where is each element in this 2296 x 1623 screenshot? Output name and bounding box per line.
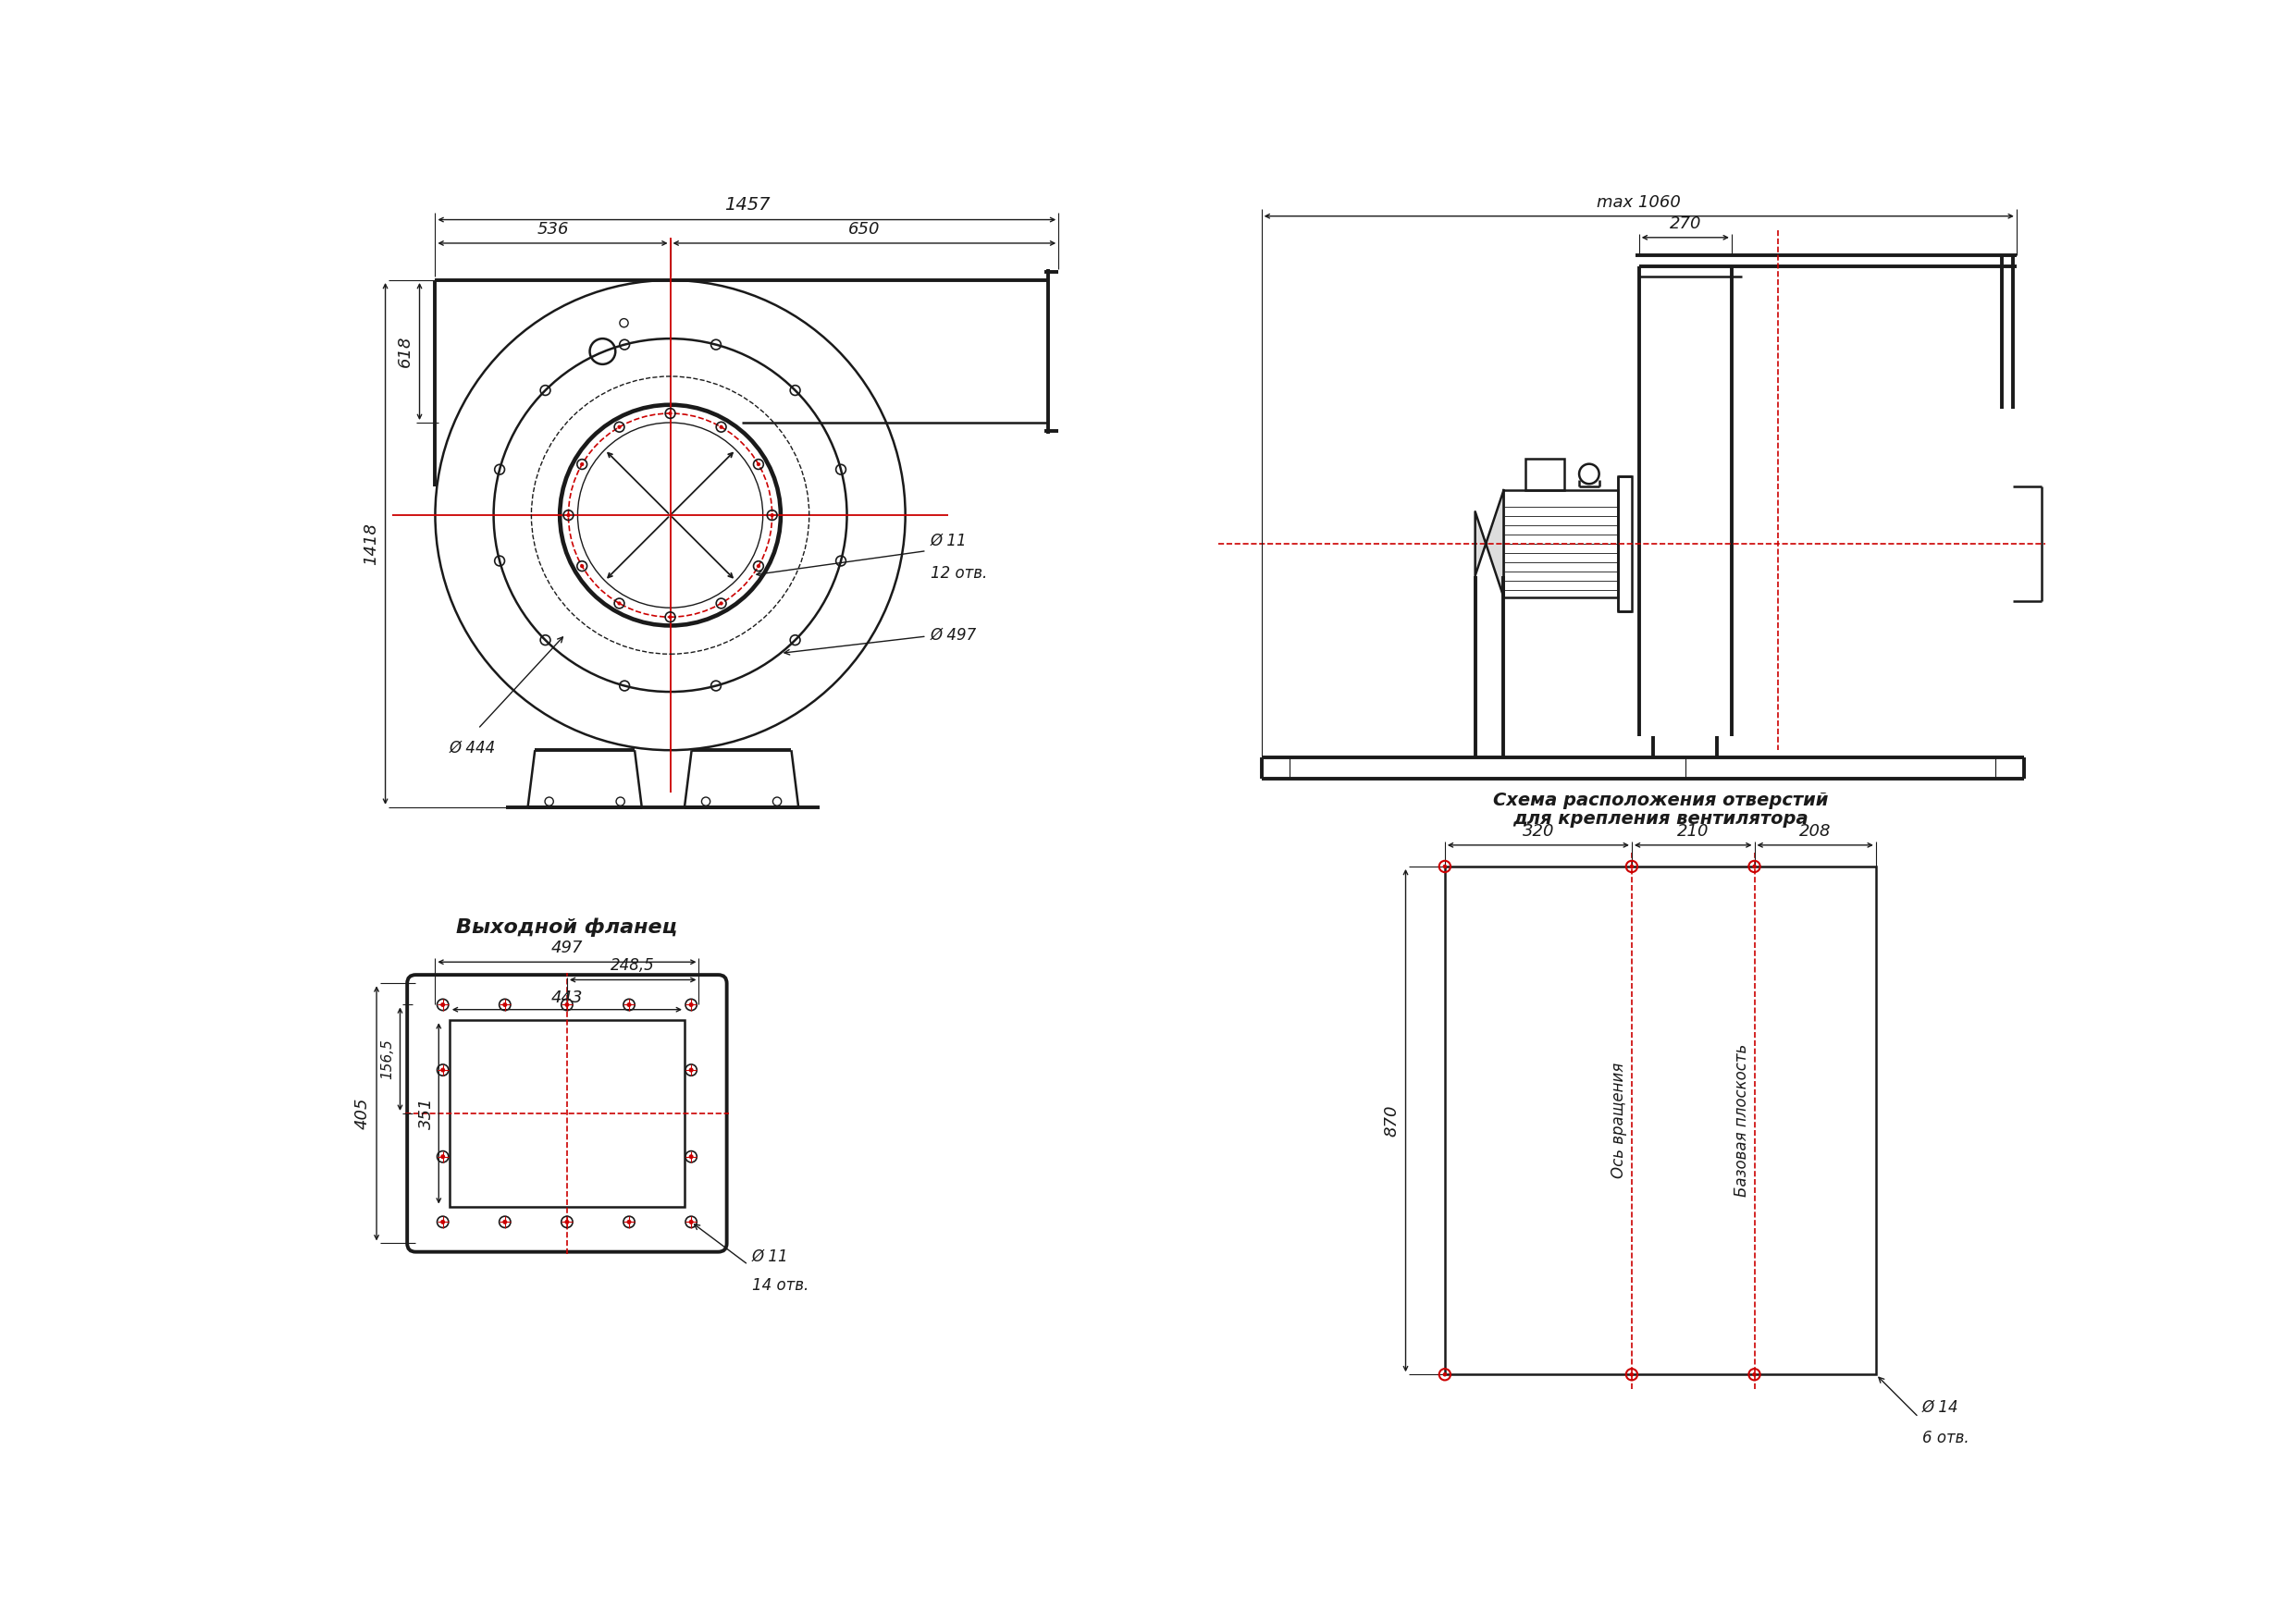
Circle shape [503, 1220, 507, 1224]
Circle shape [581, 463, 583, 466]
Text: 208: 208 [1800, 823, 1832, 839]
Circle shape [1630, 1373, 1632, 1376]
FancyBboxPatch shape [406, 975, 728, 1251]
Circle shape [719, 602, 723, 605]
Circle shape [1630, 865, 1632, 868]
Circle shape [1444, 865, 1446, 868]
Circle shape [1752, 865, 1756, 868]
Circle shape [1444, 1373, 1446, 1376]
Circle shape [441, 1068, 445, 1071]
Circle shape [441, 1003, 445, 1006]
Text: max 1060: max 1060 [1598, 193, 1681, 211]
Circle shape [668, 412, 673, 415]
Text: Ø 11: Ø 11 [930, 532, 967, 549]
Text: 1418: 1418 [363, 523, 379, 565]
Circle shape [441, 1220, 445, 1224]
Text: 536: 536 [537, 221, 569, 237]
Bar [1444, 867, 1876, 1375]
Text: 320: 320 [1522, 823, 1554, 839]
Circle shape [758, 463, 760, 466]
Polygon shape [1474, 490, 1504, 597]
Text: 1457: 1457 [723, 196, 769, 214]
Circle shape [441, 1156, 445, 1159]
Text: 6 отв.: 6 отв. [1922, 1430, 1970, 1446]
Circle shape [719, 425, 723, 428]
Circle shape [668, 615, 673, 618]
Text: 14 отв.: 14 отв. [751, 1277, 808, 1294]
Circle shape [503, 1003, 507, 1006]
Text: 12 отв.: 12 отв. [930, 565, 987, 581]
Circle shape [689, 1220, 693, 1224]
Circle shape [618, 425, 620, 428]
Circle shape [565, 1220, 569, 1224]
Circle shape [581, 565, 583, 568]
Circle shape [1752, 1373, 1756, 1376]
Text: для крепления вентилятора: для крепления вентилятора [1513, 810, 1809, 828]
Circle shape [758, 565, 760, 568]
Bar [1525, 458, 1564, 490]
Text: Базовая плоскость: Базовая плоскость [1733, 1044, 1750, 1196]
Bar [450, 1021, 684, 1206]
Text: Ось вращения: Ось вращения [1609, 1063, 1628, 1178]
Circle shape [627, 1003, 631, 1006]
Text: Ø 11: Ø 11 [751, 1248, 788, 1264]
Bar [1619, 476, 1632, 612]
Circle shape [565, 1003, 569, 1006]
Text: Схема расположения отверстий: Схема расположения отверстий [1492, 792, 1828, 810]
Circle shape [689, 1003, 693, 1006]
Text: 497: 497 [551, 940, 583, 956]
Text: 156,5: 156,5 [381, 1039, 395, 1079]
Text: 443: 443 [551, 990, 583, 1006]
Circle shape [567, 514, 569, 516]
Text: 870: 870 [1382, 1105, 1401, 1136]
Text: 248,5: 248,5 [611, 958, 654, 974]
Text: Ø 444: Ø 444 [450, 740, 496, 756]
Text: 650: 650 [850, 221, 879, 237]
Text: 405: 405 [354, 1097, 372, 1130]
Circle shape [689, 1068, 693, 1071]
Text: 270: 270 [1669, 216, 1701, 232]
Circle shape [771, 514, 774, 516]
Circle shape [627, 1220, 631, 1224]
Text: 210: 210 [1676, 823, 1708, 839]
Text: 618: 618 [397, 336, 413, 367]
Text: Ø 497: Ø 497 [930, 626, 976, 643]
Text: Выходной фланец: Выходной фланец [457, 919, 677, 936]
Text: 351: 351 [418, 1097, 436, 1130]
Text: Ø 14: Ø 14 [1922, 1399, 1958, 1415]
Bar [1504, 490, 1619, 597]
Circle shape [618, 602, 620, 605]
Circle shape [689, 1156, 693, 1159]
